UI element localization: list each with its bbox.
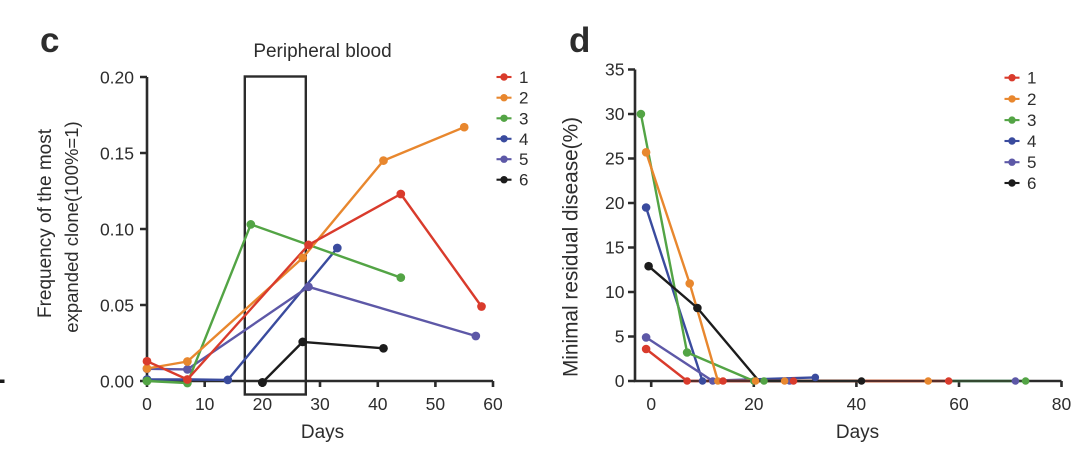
svg-text:Minimal residual disease(%): Minimal residual disease(%)	[560, 117, 583, 377]
svg-text:10: 10	[605, 282, 625, 302]
svg-text:60: 60	[949, 394, 969, 414]
svg-text:0: 0	[615, 371, 625, 391]
svg-text:4: 4	[519, 130, 528, 149]
svg-text:0: 0	[142, 394, 152, 414]
svg-text:40: 40	[368, 394, 388, 414]
svg-text:2: 2	[519, 89, 528, 108]
svg-text:15: 15	[605, 238, 624, 258]
svg-text:10: 10	[195, 394, 215, 414]
svg-text:1: 1	[1027, 69, 1036, 88]
svg-text:50: 50	[426, 394, 446, 414]
svg-text:5: 5	[615, 327, 625, 347]
svg-text:30: 30	[605, 104, 625, 124]
svg-text:5: 5	[519, 150, 528, 169]
svg-text:60: 60	[483, 394, 503, 414]
svg-text:20: 20	[605, 193, 625, 213]
svg-text:5: 5	[1027, 153, 1036, 172]
svg-text:d: d	[569, 21, 590, 60]
svg-text:40: 40	[847, 394, 867, 414]
svg-text:1: 1	[519, 68, 528, 87]
svg-text:0.15: 0.15	[100, 144, 134, 164]
svg-text:0.10: 0.10	[100, 220, 134, 240]
svg-text:0: 0	[646, 394, 656, 414]
svg-text:Days: Days	[836, 422, 879, 443]
svg-text:c: c	[40, 21, 59, 60]
svg-text:0.05: 0.05	[100, 296, 134, 316]
svg-text:Frequency of the most: Frequency of the most	[35, 128, 56, 318]
svg-text:3: 3	[519, 109, 528, 128]
svg-text:6: 6	[1027, 174, 1036, 193]
svg-text:25: 25	[605, 149, 624, 169]
svg-text:20: 20	[744, 394, 764, 414]
svg-text:80: 80	[1052, 394, 1072, 414]
svg-text:6: 6	[519, 171, 528, 190]
svg-text:Days: Days	[301, 422, 344, 443]
svg-text:Peripheral blood: Peripheral blood	[253, 41, 391, 62]
svg-text:35: 35	[605, 60, 624, 80]
svg-text:2: 2	[1027, 90, 1036, 109]
svg-text:expanded clone(100%=1): expanded clone(100%=1)	[61, 121, 82, 332]
svg-text:3: 3	[1027, 111, 1036, 130]
svg-text:0.20: 0.20	[100, 68, 134, 88]
svg-text:30: 30	[310, 394, 330, 414]
svg-text:0.00: 0.00	[100, 372, 134, 392]
svg-text:20: 20	[253, 394, 273, 414]
svg-text:4: 4	[1027, 132, 1036, 151]
